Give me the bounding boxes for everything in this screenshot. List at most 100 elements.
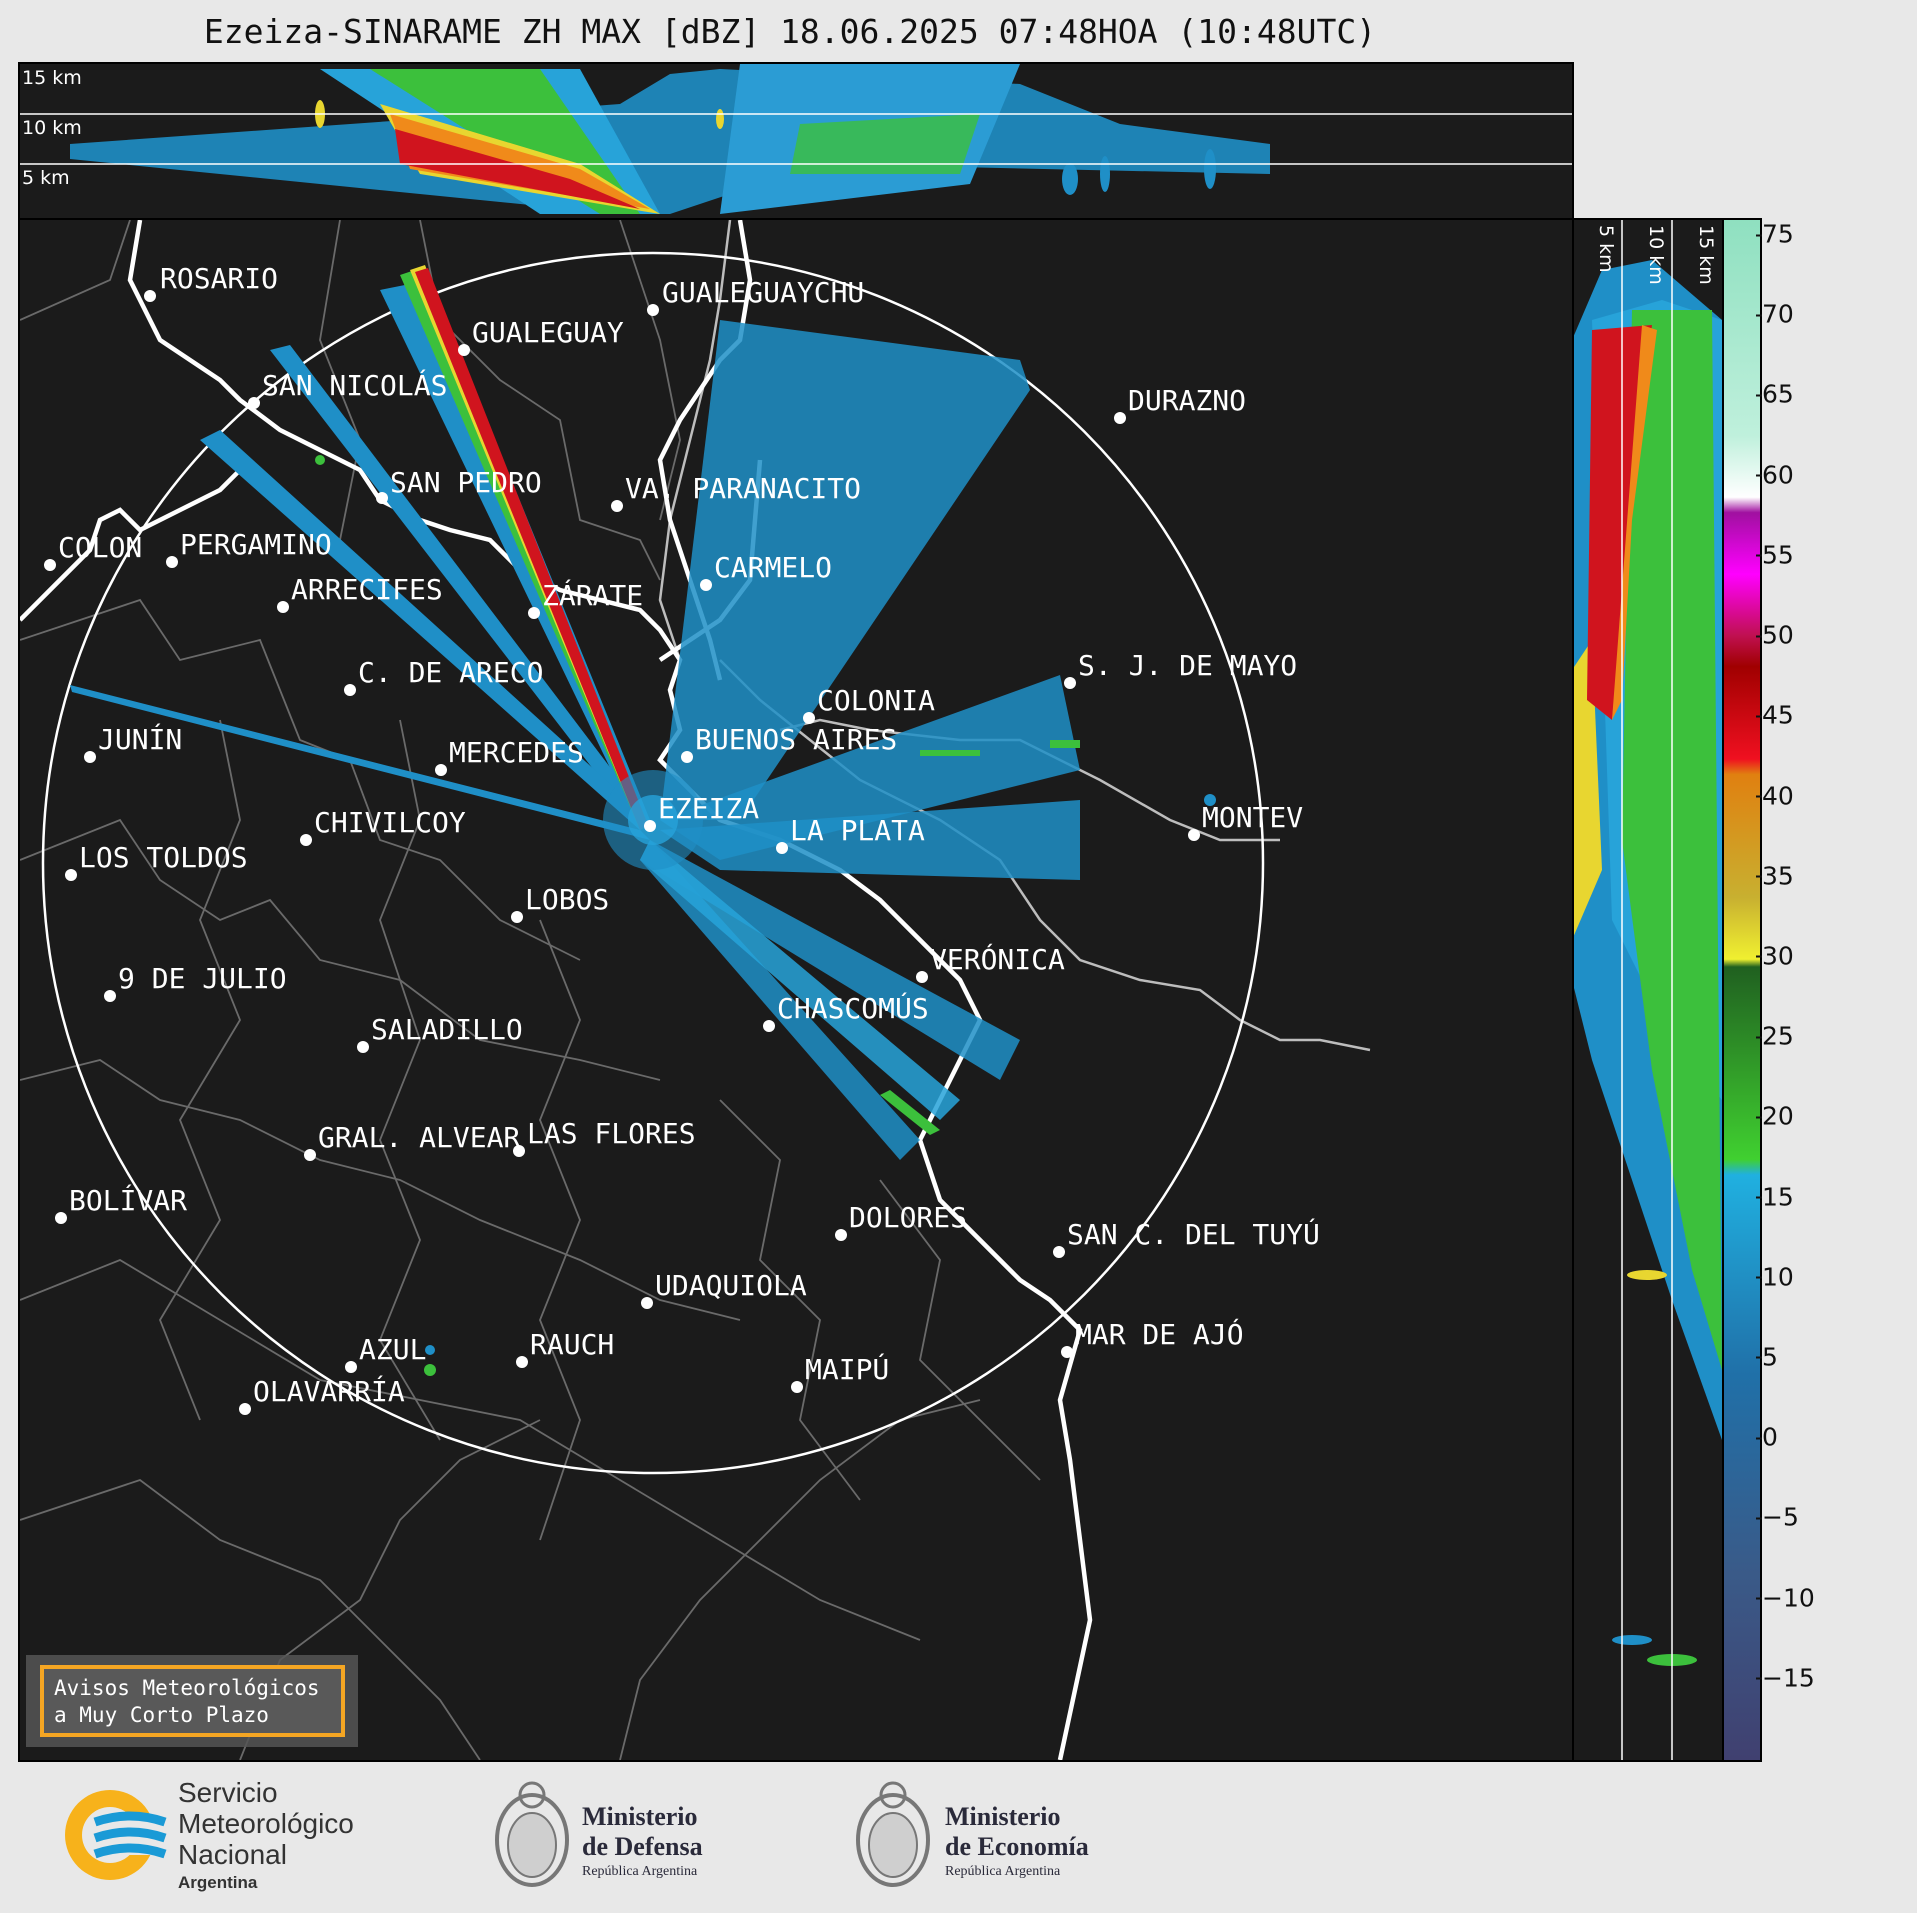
economia-line-2: de Economía [945, 1832, 1089, 1861]
svg-text:MAR DE AJÓ: MAR DE AJÓ [1075, 1317, 1244, 1351]
colorbar-tick: 30 [1756, 941, 1794, 971]
svg-text:ZÁRATE: ZÁRATE [542, 578, 643, 612]
city-la-plata: LA PLATA [776, 814, 925, 854]
colorbar-tick: 70 [1756, 299, 1794, 329]
city-c-de-areco: C. DE ARECO [344, 656, 543, 696]
colorbar-tick: −10 [1756, 1583, 1815, 1613]
svg-text:LOBOS: LOBOS [525, 883, 609, 916]
radar-echoes [70, 265, 1216, 1376]
city-colonia: COLONIA [803, 684, 935, 724]
svg-text:MONTEV: MONTEV [1202, 801, 1303, 834]
alt-label-10km: 10 km [22, 117, 82, 139]
city-rosario: ROSARIO [144, 262, 278, 302]
city-gualeguaychu: GUALEGUAYCHU [647, 276, 864, 316]
city-san-nicolas: SAN NICOLÁS [248, 368, 447, 409]
svg-text:RAUCH: RAUCH [530, 1328, 614, 1361]
chart-title: Ezeiza-SINARAME ZH MAX [dBZ] 18.06.2025 … [203, 12, 1377, 51]
svg-text:SALADILLO: SALADILLO [371, 1013, 523, 1046]
city-buenos-aires: BUENOS AIRES [681, 723, 897, 763]
city-lobos: LOBOS [511, 883, 609, 923]
svg-text:LA PLATA: LA PLATA [790, 814, 925, 847]
colorbar-tick: 60 [1756, 460, 1794, 490]
svg-text:SAN NICOLÁS: SAN NICOLÁS [262, 368, 447, 402]
city-azul: AZUL [345, 1333, 426, 1373]
svg-text:EZEIZA: EZEIZA [658, 792, 759, 825]
svg-text:CHIVILCOY: CHIVILCOY [314, 806, 466, 839]
city-arrecifes: ARRECIFES [277, 573, 443, 613]
alt-label-5km: 5 km [22, 167, 70, 189]
radar-map: ROSARIO GUALEGUAYCHU GUALEGUAY SAN NICOL… [18, 218, 1574, 1762]
svg-text:MAIPÚ: MAIPÚ [805, 1352, 889, 1386]
colorbar-tick: 0 [1756, 1422, 1778, 1452]
svg-text:LOS TOLDOS: LOS TOLDOS [79, 841, 248, 874]
svg-text:ROSARIO: ROSARIO [160, 262, 278, 295]
colorbar-tick: 55 [1756, 540, 1794, 570]
side-alt-label-15km: 15 km [1695, 225, 1717, 285]
economia-logo: Ministerio de Economía República Argenti… [856, 1781, 1089, 1887]
colorbar-tick: 15 [1756, 1182, 1794, 1212]
economia-line-3: República Argentina [945, 1864, 1061, 1879]
warning-link[interactable]: Avisos Meteorológicos a Muy Corto Plazo [40, 1665, 345, 1737]
city-dolores: DOLORES [835, 1201, 967, 1241]
smn-line-1: Servicio [178, 1777, 278, 1808]
svg-text:SAN PEDRO: SAN PEDRO [390, 466, 542, 499]
city-saladillo: SALADILLO [357, 1013, 523, 1053]
city-san-pedro: SAN PEDRO [376, 466, 542, 504]
colorbar-tick: 40 [1756, 781, 1794, 810]
smn-logo: Servicio Meteorológico Nacional Argentin… [65, 1777, 354, 1892]
city-gualeguay: GUALEGUAY [458, 316, 624, 356]
svg-text:MERCEDES: MERCEDES [449, 736, 584, 769]
city-chivilcoy: CHIVILCOY [300, 806, 466, 846]
svg-text:GUALEGUAYCHU: GUALEGUAYCHU [662, 276, 864, 309]
city-montev: MONTEV [1188, 801, 1303, 841]
svg-text:9 DE JULIO: 9 DE JULIO [118, 962, 287, 995]
svg-text:GUALEGUAY: GUALEGUAY [472, 316, 624, 349]
city-pergamino: PERGAMINO [166, 528, 332, 568]
city-9-de-julio: 9 DE JULIO [104, 962, 287, 1002]
svg-text:BUENOS AIRES: BUENOS AIRES [695, 723, 897, 756]
svg-text:VERÓNICA: VERÓNICA [930, 942, 1065, 976]
city-mercedes: MERCEDES [435, 736, 584, 776]
svg-text:UDAQUIOLA: UDAQUIOLA [655, 1269, 807, 1302]
city-olavarria: OLAVARRÍA [239, 1374, 405, 1415]
colorbar-tick: 50 [1756, 620, 1794, 650]
city-zarate: ZÁRATE [528, 578, 643, 619]
city-durazno: DURAZNO [1114, 384, 1246, 424]
smn-line-2: Meteorológico [178, 1808, 354, 1839]
city-junin: JUNÍN [84, 722, 182, 763]
colorbar-tick: −5 [1756, 1502, 1799, 1532]
city-los-toldos: LOS TOLDOS [65, 841, 248, 881]
defensa-logo: Ministerio de Defensa República Argentin… [495, 1781, 703, 1887]
svg-text:ARRECIFES: ARRECIFES [291, 573, 443, 606]
city-carmelo: CARMELO [700, 551, 832, 591]
defensa-line-1: Ministerio [582, 1802, 698, 1831]
colorbar-tick: 25 [1756, 1021, 1794, 1051]
city-colon: COLON [44, 531, 142, 571]
svg-text:JUNÍN: JUNÍN [98, 722, 182, 756]
colorbar-tick: 65 [1756, 379, 1794, 409]
side-cross-section: 5 km 10 km 15 km [1570, 218, 1726, 1762]
svg-text:BOLÍVAR: BOLÍVAR [69, 1183, 187, 1217]
colorbar-tick: 10 [1756, 1262, 1794, 1292]
city-mar-de-ajo: MAR DE AJÓ [1061, 1317, 1244, 1358]
svg-text:OLAVARRÍA: OLAVARRÍA [253, 1374, 405, 1408]
range-ring [41, 251, 1265, 1475]
city-udaquiola: UDAQUIOLA [641, 1269, 807, 1309]
city-ezeiza: EZEIZA [644, 792, 759, 832]
city-s-j-de-mayo: S. J. DE MAYO [1064, 649, 1297, 689]
department-borders [20, 220, 1041, 1760]
smn-line-3: Nacional [178, 1839, 287, 1870]
svg-text:SAN C. DEL TUYÚ: SAN C. DEL TUYÚ [1067, 1217, 1320, 1251]
svg-text:DURAZNO: DURAZNO [1128, 384, 1246, 417]
side-alt-label-5km: 5 km [1595, 225, 1617, 273]
svg-text:PERGAMINO: PERGAMINO [180, 528, 332, 561]
svg-text:CARMELO: CARMELO [714, 551, 832, 584]
svg-text:COLONIA: COLONIA [817, 684, 935, 717]
colorbar-tick: 45 [1756, 700, 1794, 730]
city-veronica: VERÓNICA [916, 942, 1065, 983]
city-rauch: RAUCH [516, 1328, 614, 1368]
colorbar [1722, 218, 1762, 1762]
svg-text:VA. PARANACITO: VA. PARANACITO [625, 472, 861, 505]
defensa-line-3: República Argentina [582, 1864, 698, 1879]
alt-label-15km: 15 km [22, 67, 82, 89]
